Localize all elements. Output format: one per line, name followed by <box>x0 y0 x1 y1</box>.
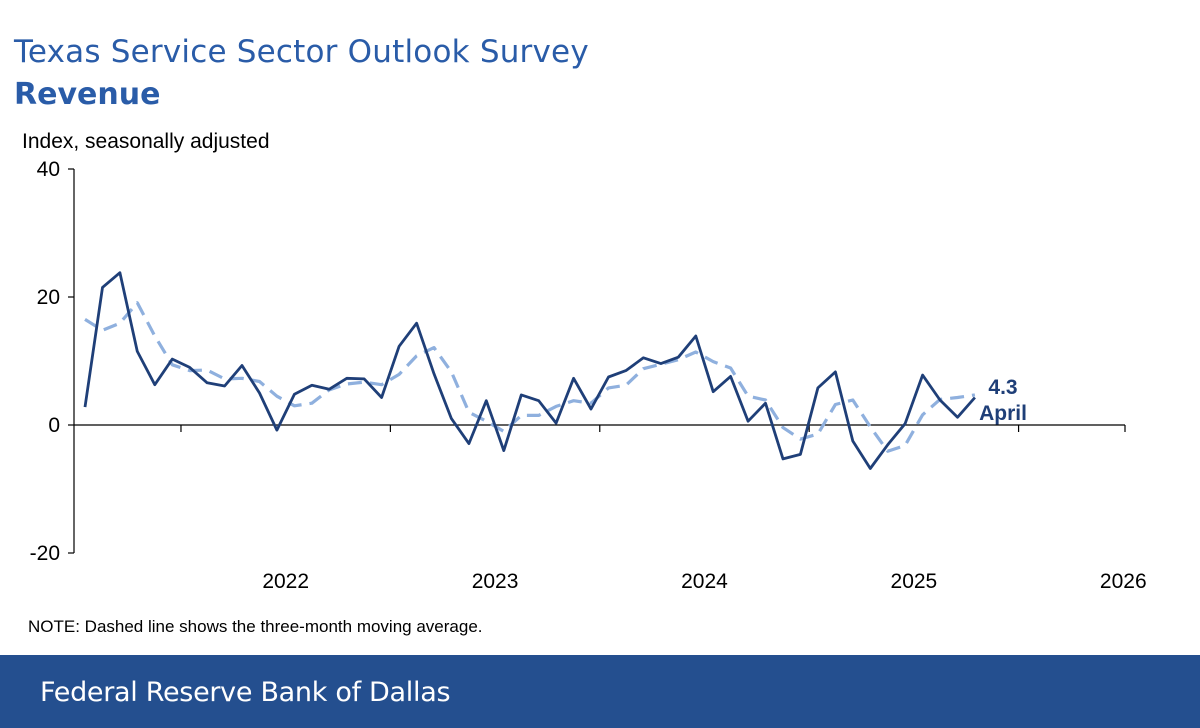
x-tick-label: 2023 <box>472 570 519 593</box>
x-tick-label: 2024 <box>681 570 728 593</box>
series-line-moving-average <box>84 301 976 453</box>
chart-note: NOTE: Dashed line shows the three-month … <box>28 617 483 636</box>
footer-bar: Federal Reserve Bank of Dallas <box>0 655 1200 728</box>
y-tick-label: 20 <box>37 286 60 309</box>
x-axis: 2022 2023 2024 2025 2026 <box>74 424 1147 593</box>
x-tick-label: 2025 <box>891 570 938 593</box>
chart-subtitle: Revenue <box>14 77 161 112</box>
series-line-revenue <box>83 271 976 470</box>
end-label-month: April <box>979 402 1027 425</box>
x-tick-label: 2022 <box>262 570 309 593</box>
series-group <box>83 271 976 470</box>
y-tick-label: 0 <box>48 414 60 437</box>
x-tick-label: 2026 <box>1100 570 1147 593</box>
y-tick-label: -20 <box>30 542 60 565</box>
end-label-value: 4.3 <box>988 376 1017 399</box>
end-label-group: 4.3 April <box>979 376 1027 425</box>
y-axis-label: Index, seasonally adjusted <box>22 130 270 153</box>
y-axis: -20 0 20 40 <box>30 158 75 565</box>
y-tick-label: 40 <box>37 158 60 181</box>
revenue-line-chart: Index, seasonally adjusted -20 0 20 40 2022… <box>22 130 1147 593</box>
chart-title: Texas Service Sector Outlook Survey <box>14 34 589 70</box>
footer-brand-text: Federal Reserve Bank of Dallas <box>40 677 451 708</box>
